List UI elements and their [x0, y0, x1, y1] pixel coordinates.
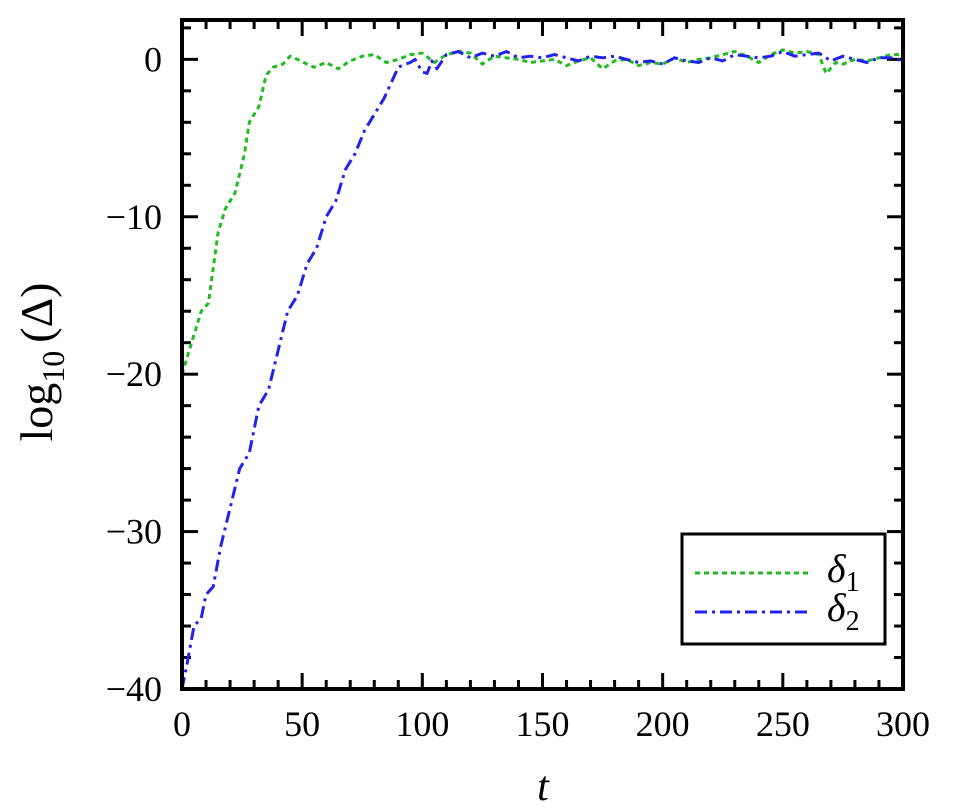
y-tick-label: 0 — [144, 39, 162, 79]
legend-label-delta1-sub: 1 — [846, 567, 860, 598]
x-tick-label: 250 — [756, 704, 810, 744]
y-axis-label: log10 (Δ) — [11, 283, 71, 442]
y-tick-label: −30 — [106, 512, 162, 552]
y-axis-label-main: log — [11, 383, 62, 442]
x-tick-label: 150 — [516, 704, 570, 744]
series-layer — [180, 48, 904, 690]
x-tick-label: 50 — [284, 704, 320, 744]
series-line-delta2 — [180, 50, 904, 690]
x-tick-label: 300 — [876, 704, 930, 744]
legend-label-delta2: δ2 — [827, 585, 860, 637]
legend: δ1 δ2 — [680, 532, 887, 646]
x-tick-label: 0 — [173, 704, 191, 744]
y-axis-label-arg: (Δ) — [11, 283, 62, 343]
legend-box — [680, 532, 887, 646]
y-tick-label: −40 — [106, 669, 162, 709]
y-tick-label: −20 — [106, 354, 162, 394]
legend-label-delta2-sub: 2 — [846, 606, 860, 637]
plot-frame — [180, 18, 905, 691]
legend-label-delta1: δ1 — [827, 546, 860, 598]
tick-labels: 0 50 100 150 200 250 300 −40 −30 −20 −10 0 — [106, 39, 930, 744]
legend-label-delta1-main: δ — [827, 546, 847, 591]
legend-label-delta2-main: δ — [827, 585, 847, 630]
x-axis-label: t — [537, 764, 550, 808]
series-line-delta1 — [180, 48, 903, 375]
x-tick-label: 200 — [636, 704, 690, 744]
x-tick-label: 100 — [395, 704, 449, 744]
y-axis-label-sub: 10 — [35, 351, 71, 383]
y-tick-label: −10 — [106, 197, 162, 237]
